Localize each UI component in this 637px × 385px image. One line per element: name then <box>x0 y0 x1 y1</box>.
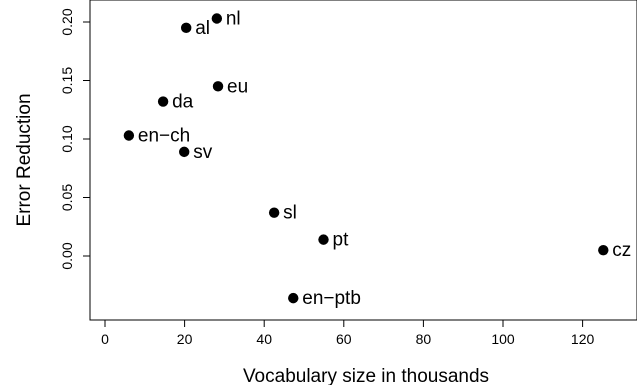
y-tick-label: 0.00 <box>59 242 75 269</box>
point-label: en−ch <box>138 125 190 146</box>
x-tick-label: 80 <box>416 331 432 347</box>
x-tick-label: 100 <box>491 331 515 347</box>
data-point <box>179 146 190 158</box>
x-axis-label: Vocabulary size in thousands <box>243 366 489 385</box>
x-tick-label: 20 <box>177 331 193 347</box>
y-axis: 0.00 0.05 0.10 0.15 0.20 <box>59 8 91 270</box>
x-tick-label: 60 <box>336 331 352 347</box>
point-label: en−ptb <box>302 288 361 309</box>
point-label: sl <box>283 203 297 224</box>
point-label: sv <box>193 142 213 163</box>
point-label: da <box>172 92 194 113</box>
data-point <box>598 244 609 256</box>
y-axis-label: Error Reduction <box>14 93 35 226</box>
y-tick-label: 0.20 <box>59 8 75 35</box>
x-tick-label: 40 <box>256 331 272 347</box>
y-tick-label: 0.05 <box>59 184 75 211</box>
point-label: cz <box>612 240 631 261</box>
x-axis: 0 20 40 60 80 100 120 <box>101 319 595 347</box>
point-label: pt <box>333 230 350 251</box>
y-tick-label: 0.15 <box>59 67 75 94</box>
data-point <box>288 292 299 304</box>
point-label: al <box>195 18 210 39</box>
data-point <box>123 130 135 141</box>
data-point <box>318 234 329 245</box>
plot-frame <box>89 0 637 321</box>
y-tick-label: 0.10 <box>59 125 75 152</box>
point-label: nl <box>226 8 241 29</box>
x-tick-label: 120 <box>571 331 595 347</box>
point-label: eu <box>227 76 248 97</box>
data-point <box>268 207 280 218</box>
data-point <box>211 13 223 24</box>
data-point <box>157 96 169 107</box>
x-tick-label: 0 <box>101 331 109 347</box>
data-point <box>180 22 192 34</box>
data-point <box>212 81 224 92</box>
